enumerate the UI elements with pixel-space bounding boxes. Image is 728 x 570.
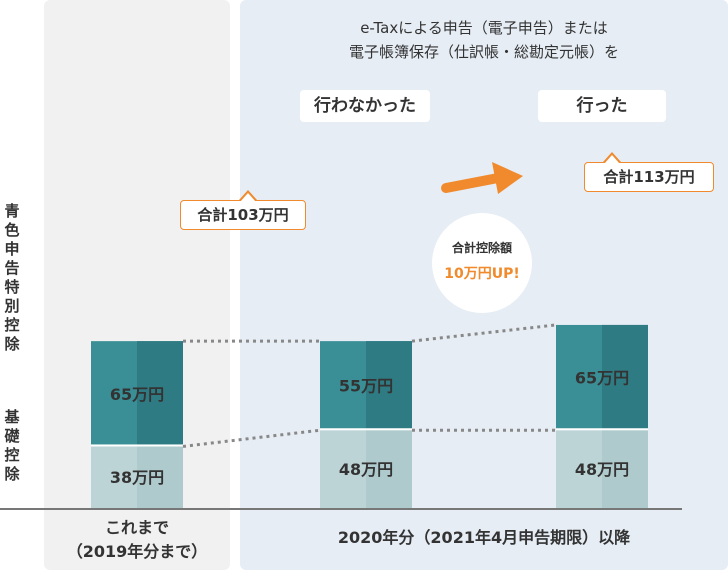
increase-badge: 合計控除額 10万円UP! <box>432 213 532 313</box>
connector-mid-0-1 <box>182 428 321 448</box>
x-label-before-line-2: （2019年分まで） <box>66 542 208 561</box>
badge-line-1: 合計控除額 <box>451 241 512 255</box>
connector-lines <box>182 323 557 448</box>
value-label-blue-0: 65万円 <box>110 385 164 404</box>
bar-separator-1 <box>320 428 412 431</box>
y-label-blue-text: 青色申告特別控除 <box>4 202 20 353</box>
x-label-before-line-1: これまで <box>104 518 169 537</box>
bar-basic-shade-2 <box>602 430 648 508</box>
bar-blue-shade-2 <box>602 324 648 430</box>
callout-total-103-text: 合計103万円 <box>197 206 289 224</box>
increase-arrow <box>441 173 503 193</box>
y-label-basic-text: 基礎控除 <box>4 408 20 483</box>
bar-value-labels: 38万円 65万円 48万円 55万円 48万円 65万円 <box>110 369 629 488</box>
y-label-basic-deduction: 基礎控除 <box>4 408 20 484</box>
bar-blue-shade-0 <box>137 341 183 446</box>
bars-layer <box>91 324 648 508</box>
bar-separator-0 <box>91 444 183 447</box>
callout-total-113-text: 合計113万円 <box>603 168 695 186</box>
header-title: e-Taxによる申告（電子申告）または 電子帳簿保存（仕訳帳・総勘定元帳）を <box>240 16 728 64</box>
callout-total-113: 合計113万円 <box>584 152 714 192</box>
bar-separator-2 <box>556 428 648 431</box>
bar-blue-shade-1 <box>366 341 412 430</box>
bar-basic-shade-0 <box>137 446 183 508</box>
increase-arrowhead <box>492 162 523 194</box>
x-label-before: これまで （2019年分まで） <box>44 516 230 564</box>
value-label-blue-1: 55万円 <box>339 377 393 396</box>
connector-top-1-2 <box>411 323 557 343</box>
value-label-basic-1: 48万円 <box>339 460 393 479</box>
bar-basic-shade-1 <box>366 430 412 508</box>
header-line-1: e-Taxによる申告（電子申告）または <box>360 19 608 37</box>
baseline <box>0 508 682 510</box>
value-label-basic-0: 38万円 <box>110 468 164 487</box>
value-label-basic-2: 48万円 <box>575 460 629 479</box>
scenario-label-not-done: 行わなかった <box>300 90 430 122</box>
x-label-after: 2020年分（2021年4月申告期限）以降 <box>337 528 631 547</box>
value-label-blue-2: 65万円 <box>575 369 629 388</box>
y-label-blue-deduction: 青色申告特別控除 <box>4 202 20 354</box>
scenario-label-done: 行った <box>538 90 666 122</box>
badge-line-2: 10万円UP! <box>444 266 520 282</box>
callout-total-103: 合計103万円 <box>180 190 306 230</box>
header-line-2: 電子帳簿保存（仕訳帳・総勘定元帳）を <box>348 43 619 61</box>
